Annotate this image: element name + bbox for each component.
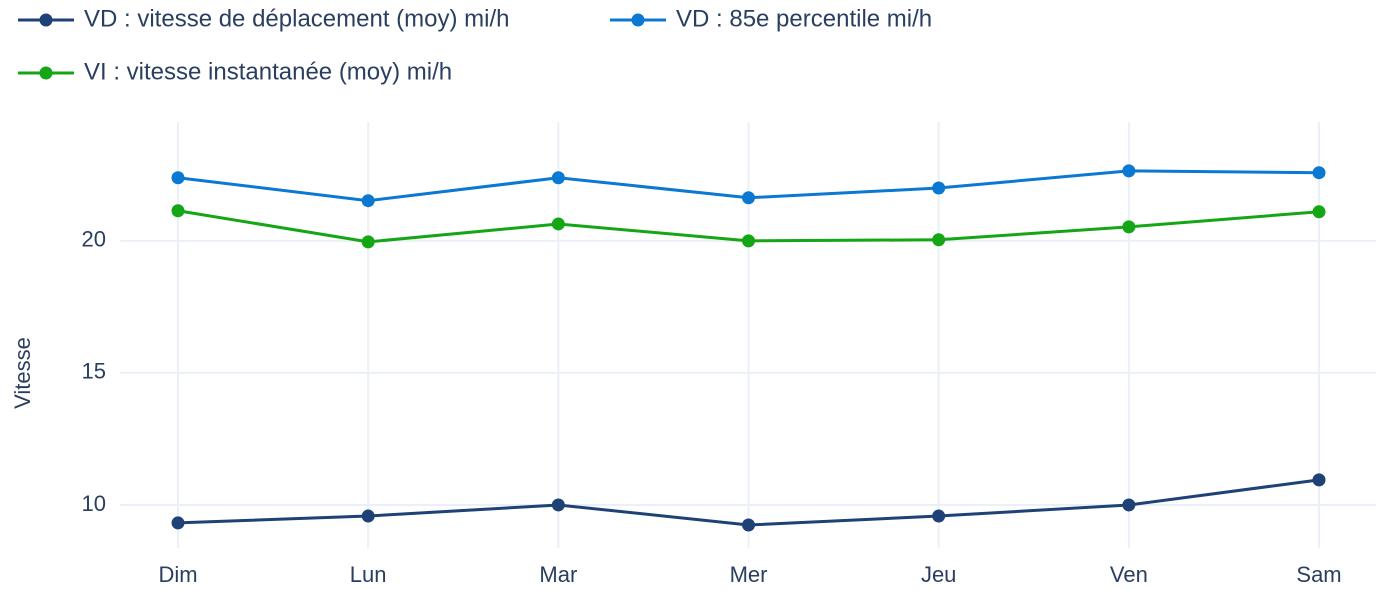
legend-label: VI : vitesse instantanée (moy) mi/h [84,58,452,85]
point [171,204,185,218]
x-tick-label: Dim [158,562,197,587]
point [551,171,565,185]
point [742,191,756,205]
legend-marker [39,13,53,27]
y-tick-label: 15 [82,359,106,384]
point [742,234,756,248]
point [1122,164,1136,178]
legend-marker [631,13,645,27]
point [1312,205,1326,219]
x-tick-label: Mer [730,562,768,587]
point [361,509,375,523]
point [171,516,185,530]
legend-marker [39,66,53,80]
y-tick-label: 20 [82,227,106,252]
x-tick-label: Lun [350,562,387,587]
x-tick-label: Sam [1296,562,1341,587]
point [171,171,185,185]
point [361,235,375,249]
point [932,233,946,247]
y-tick-label: 10 [82,491,106,516]
point [361,194,375,208]
legend-label: VD : 85e percentile mi/h [676,5,932,32]
point [1122,220,1136,234]
point [551,217,565,231]
point [932,509,946,523]
x-tick-label: Jeu [921,562,956,587]
legend-label: VD : vitesse de déplacement (moy) mi/h [84,5,510,32]
point [1312,166,1326,180]
point [932,181,946,195]
point [1122,498,1136,512]
x-tick-label: Mar [539,562,577,587]
x-tick-label: Ven [1110,562,1148,587]
y-axis-label: Vitesse [10,337,35,409]
point [1312,473,1326,487]
point [742,518,756,532]
point [551,498,565,512]
